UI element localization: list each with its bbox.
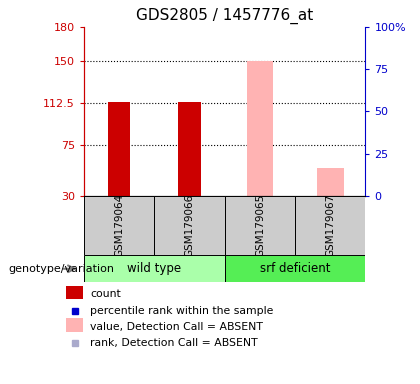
Bar: [247, 61, 273, 196]
Text: GSM179064: GSM179064: [114, 194, 124, 257]
Bar: [84, 196, 155, 255]
Text: percentile rank within the sample: percentile rank within the sample: [90, 306, 273, 316]
Bar: [178, 103, 201, 196]
Title: GDS2805 / 1457776_at: GDS2805 / 1457776_at: [136, 8, 313, 24]
Text: GSM179066: GSM179066: [184, 194, 194, 257]
Text: GSM179067: GSM179067: [325, 194, 335, 257]
Bar: [295, 196, 365, 255]
Text: wild type: wild type: [127, 262, 181, 275]
Bar: [108, 103, 131, 196]
Bar: [317, 168, 344, 196]
Bar: [66, 285, 83, 300]
Bar: [225, 255, 365, 282]
Text: rank, Detection Call = ABSENT: rank, Detection Call = ABSENT: [90, 338, 258, 348]
Bar: [84, 255, 225, 282]
Bar: [66, 318, 83, 332]
Bar: [155, 196, 225, 255]
Text: srf deficient: srf deficient: [260, 262, 330, 275]
Bar: [225, 196, 295, 255]
Text: value, Detection Call = ABSENT: value, Detection Call = ABSENT: [90, 322, 263, 332]
Text: GSM179065: GSM179065: [255, 194, 265, 257]
Text: genotype/variation: genotype/variation: [8, 264, 114, 274]
Text: count: count: [90, 289, 121, 299]
